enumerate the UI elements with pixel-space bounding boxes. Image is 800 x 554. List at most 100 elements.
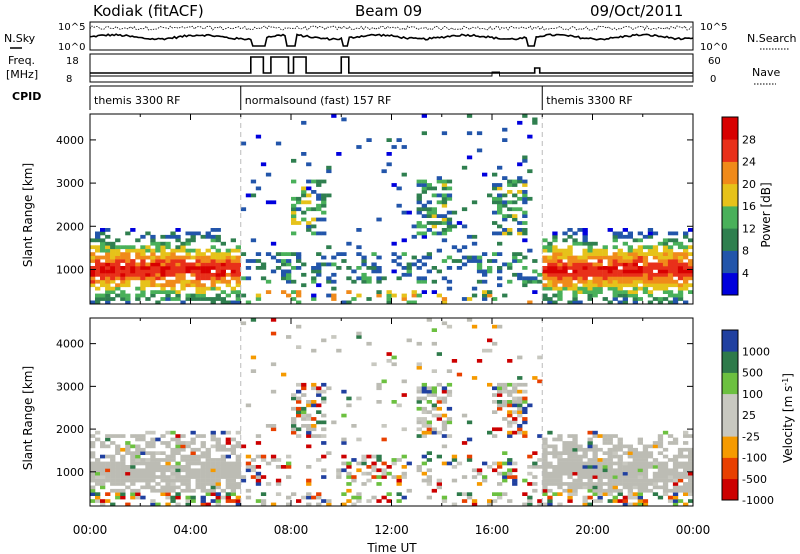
heatmap-cell	[607, 451, 613, 455]
heatmap-cell	[632, 492, 638, 496]
heatmap-cell	[150, 465, 156, 469]
heatmap-cell	[582, 468, 588, 473]
heatmap-cell	[582, 279, 588, 284]
heatmap-cell	[240, 276, 247, 281]
colorbar-swatch	[722, 206, 738, 229]
heatmap-cell	[632, 279, 638, 284]
heatmap-cell	[557, 475, 563, 479]
heatmap-cell	[125, 468, 131, 473]
heatmap-cell	[386, 465, 392, 469]
heatmap-cell	[90, 259, 96, 263]
heatmap-cell	[532, 461, 538, 466]
heatmap-cell	[225, 248, 231, 253]
heatmap-cell	[286, 269, 292, 274]
heatmap-cell	[421, 290, 427, 294]
heatmap-cell	[688, 461, 694, 466]
heatmap-cell	[672, 468, 679, 473]
heatmap-cell	[200, 255, 206, 260]
heatmap-cell	[381, 475, 387, 479]
heatmap-cell	[170, 248, 176, 253]
heatmap-cell	[416, 365, 422, 370]
heatmap-cell	[205, 461, 211, 466]
heatmap-cell	[582, 471, 588, 476]
heatmap-cell	[672, 255, 679, 260]
heatmap-cell	[386, 492, 392, 496]
heatmap-cell	[200, 465, 206, 469]
heatmap-cell	[431, 413, 437, 418]
heatmap-cell	[170, 252, 176, 256]
heatmap-cell	[487, 502, 493, 507]
heatmap-cell	[306, 444, 312, 449]
heatmap-cell	[200, 499, 206, 503]
heatmap-cell	[632, 485, 638, 490]
heatmap-cell	[240, 207, 247, 212]
heatmap-cell	[165, 468, 171, 473]
x-tick-label: 12:00	[374, 523, 409, 537]
heatmap-cell	[306, 207, 312, 212]
heatmap-cell	[441, 196, 448, 201]
heatmap-cell	[416, 427, 422, 432]
heatmap-cell	[175, 465, 181, 469]
heatmap-cell	[160, 434, 166, 438]
heatmap-cell	[135, 437, 141, 442]
heatmap-cell	[301, 406, 307, 411]
heatmap-cell	[306, 224, 312, 229]
heatmap-cell	[321, 203, 327, 208]
heatmap-cell	[170, 495, 176, 500]
heatmap-cell	[572, 262, 578, 267]
heatmap-cell	[592, 269, 598, 274]
heatmap-cell	[577, 478, 583, 483]
heatmap-cell	[582, 286, 588, 291]
heatmap-cell	[672, 441, 679, 445]
heatmap-cell	[572, 458, 578, 462]
heatmap-cell	[331, 255, 337, 260]
heatmap-cell	[577, 482, 583, 486]
heatmap-cell	[552, 468, 558, 473]
heatmap-cell	[185, 461, 191, 466]
heatmap-cell	[140, 434, 146, 438]
heatmap-cell	[225, 266, 231, 270]
heatmap-cell	[230, 290, 236, 294]
heatmap-cell	[321, 475, 327, 479]
heatmap-cell	[185, 283, 191, 288]
heatmap-cell	[130, 471, 136, 476]
heatmap-cell	[547, 255, 553, 260]
heatmap-cell	[532, 276, 538, 281]
heatmap-cell	[105, 465, 111, 469]
heatmap-cell	[105, 266, 111, 270]
heatmap-cell	[90, 266, 96, 270]
heatmap-cell	[662, 478, 669, 483]
heatmap-cell	[90, 255, 96, 260]
heatmap-cell	[662, 290, 669, 294]
heatmap-cell	[296, 259, 302, 263]
heatmap-cell	[145, 231, 151, 236]
heatmap-cell	[396, 458, 402, 462]
heatmap-cell	[215, 499, 221, 503]
heatmap-cell	[245, 266, 252, 270]
heatmap-cell	[240, 475, 247, 479]
heatmap-cell	[366, 276, 372, 281]
heatmap-cell	[346, 465, 352, 469]
heatmap-cell	[306, 427, 312, 432]
heatmap-cell	[311, 224, 317, 229]
heatmap-cell	[205, 231, 211, 236]
nave-trace	[90, 71, 693, 77]
heatmap-cell	[672, 485, 679, 490]
heatmap-cell	[683, 272, 689, 277]
heatmap-cell	[150, 252, 156, 256]
x-tick-label: 08:00	[274, 523, 309, 537]
heatmap-cell	[316, 272, 322, 277]
heatmap-cell	[100, 293, 106, 298]
heatmap-cell	[145, 478, 151, 483]
heatmap-cell	[220, 272, 226, 277]
heatmap-cell	[517, 221, 523, 225]
heatmap-cell	[647, 454, 654, 459]
heatmap-cell	[662, 262, 669, 267]
heatmap-cell	[592, 451, 598, 455]
heatmap-cell	[476, 269, 483, 274]
heatmap-cell	[612, 231, 618, 236]
heatmap-cell	[250, 355, 257, 360]
heatmap-cell	[100, 266, 106, 270]
heatmap-cell	[522, 255, 528, 260]
heatmap-cell	[446, 217, 453, 222]
